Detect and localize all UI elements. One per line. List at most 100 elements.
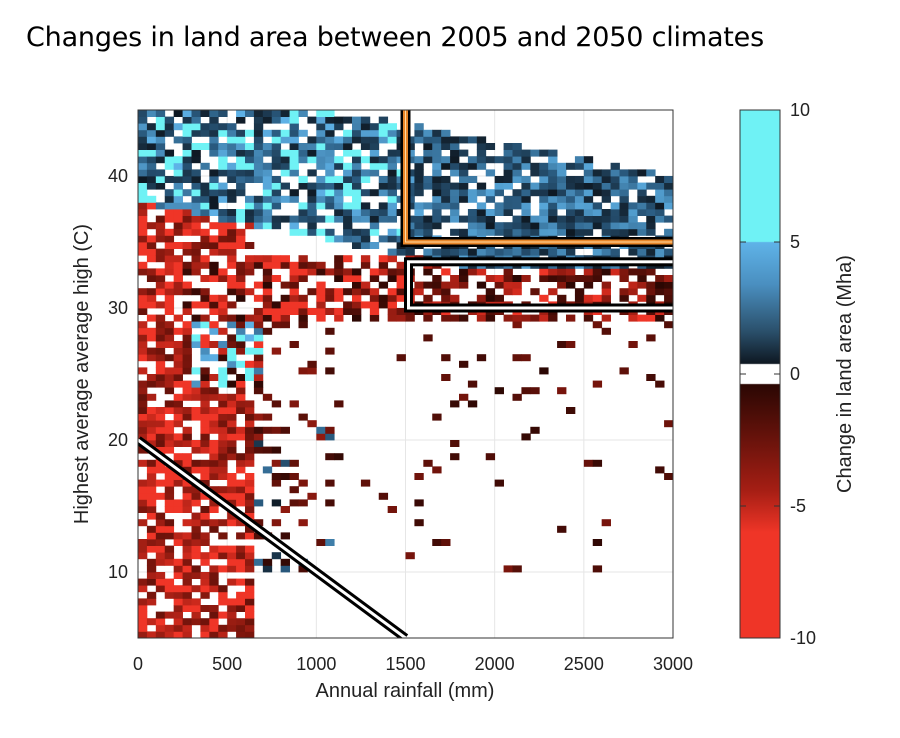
heatmap-cell	[262, 393, 273, 401]
heatmap-cell	[191, 611, 201, 619]
heatmap-cell	[432, 176, 442, 183]
heatmap-cell	[307, 367, 317, 375]
heatmap-cell	[334, 123, 344, 131]
heatmap-cell	[146, 235, 157, 243]
heatmap-cell	[530, 169, 540, 177]
heatmap-cell	[512, 195, 522, 203]
heatmap-cell	[218, 420, 228, 428]
heatmap-cell	[280, 294, 290, 302]
heatmap-cell	[521, 202, 531, 210]
heatmap-cell	[138, 598, 148, 606]
heatmap-cell	[191, 110, 201, 117]
heatmap-cell	[200, 466, 210, 474]
heatmap-cell	[236, 347, 246, 355]
heatmap-cell	[155, 288, 166, 296]
heatmap-cell	[459, 360, 469, 368]
heatmap-cell	[253, 360, 264, 368]
heatmap-cell	[218, 473, 228, 480]
heatmap-cell	[405, 248, 415, 256]
heatmap-cell	[637, 182, 647, 190]
heatmap-cell	[316, 202, 326, 210]
heatmap-cell	[200, 624, 210, 632]
heatmap-cell	[378, 294, 389, 302]
heatmap-cell	[539, 189, 549, 197]
heatmap-cell	[191, 519, 201, 527]
heatmap-cell	[646, 182, 656, 190]
heatmap-cell	[343, 235, 353, 243]
heatmap-cell	[200, 433, 210, 441]
heatmap-cell	[441, 182, 451, 190]
heatmap-cell	[619, 215, 629, 223]
heatmap-cell	[173, 479, 183, 487]
heatmap-cell	[289, 129, 299, 137]
heatmap-cell	[164, 162, 175, 170]
heatmap-cell	[253, 321, 264, 329]
heatmap-cell	[138, 261, 148, 269]
heatmap-cell	[352, 235, 362, 243]
heatmap-cell	[262, 558, 273, 566]
heatmap-cell	[369, 209, 380, 216]
heatmap-cell	[200, 195, 210, 203]
heatmap-cell	[271, 308, 282, 315]
heatmap-cell	[253, 440, 264, 447]
heatmap-cell	[227, 123, 237, 131]
heatmap-cell	[138, 545, 148, 553]
heatmap-cell	[467, 228, 478, 236]
heatmap-cell	[298, 301, 308, 309]
heatmap-cell	[182, 156, 192, 164]
heatmap-cell	[200, 110, 210, 117]
heatmap-cell	[566, 176, 576, 183]
heatmap-cell	[387, 156, 397, 164]
heatmap-cell	[164, 341, 175, 348]
heatmap-cell	[467, 380, 478, 388]
heatmap-cell	[369, 149, 380, 157]
heatmap-cell	[592, 209, 603, 216]
heatmap-cell	[209, 123, 219, 131]
heatmap-cell	[227, 499, 237, 507]
heatmap-cell	[655, 182, 665, 190]
heatmap-cell	[146, 288, 157, 296]
heatmap-cell	[360, 281, 371, 289]
heatmap-cell	[236, 374, 246, 381]
heatmap-cell	[646, 248, 656, 256]
heatmap-cell	[146, 466, 157, 474]
heatmap-cell	[574, 182, 585, 190]
heatmap-cell	[592, 202, 603, 210]
heatmap-cell	[191, 129, 201, 137]
heatmap-cell	[155, 558, 166, 566]
heatmap-cell	[245, 552, 255, 560]
heatmap-cell	[253, 195, 264, 203]
heatmap-cell	[521, 215, 531, 223]
heatmap-cell	[557, 169, 567, 177]
heatmap-cell	[245, 486, 255, 494]
heatmap-cell	[414, 202, 424, 210]
heatmap-cell	[245, 525, 255, 533]
heatmap-cell	[227, 380, 237, 388]
heatmap-cell	[387, 248, 397, 256]
heatmap-cell	[209, 354, 219, 362]
heatmap-cell	[200, 407, 210, 414]
heatmap-cell	[432, 143, 442, 150]
heatmap-cell	[628, 222, 638, 230]
heatmap-cell	[450, 275, 460, 282]
heatmap-cell	[387, 136, 397, 144]
heatmap-cell	[173, 228, 183, 236]
heatmap-cell	[592, 565, 603, 573]
heatmap-cell	[476, 354, 487, 362]
heatmap-cell	[236, 552, 246, 560]
heatmap-cell	[262, 565, 273, 573]
heatmap-cell	[289, 281, 299, 289]
heatmap-cell	[227, 367, 237, 375]
heatmap-cell	[227, 321, 237, 329]
heatmap-cell	[164, 407, 175, 414]
heatmap-cell	[378, 202, 389, 210]
heatmap-cell	[485, 314, 496, 322]
heatmap-cell	[432, 136, 442, 144]
heatmap-cell	[566, 268, 576, 276]
heatmap-cell	[138, 136, 148, 144]
heatmap-cell	[146, 123, 157, 131]
heatmap-cell	[262, 149, 273, 157]
heatmap-cell	[271, 426, 282, 434]
heatmap-cell	[138, 149, 148, 157]
heatmap-cell	[316, 110, 326, 117]
